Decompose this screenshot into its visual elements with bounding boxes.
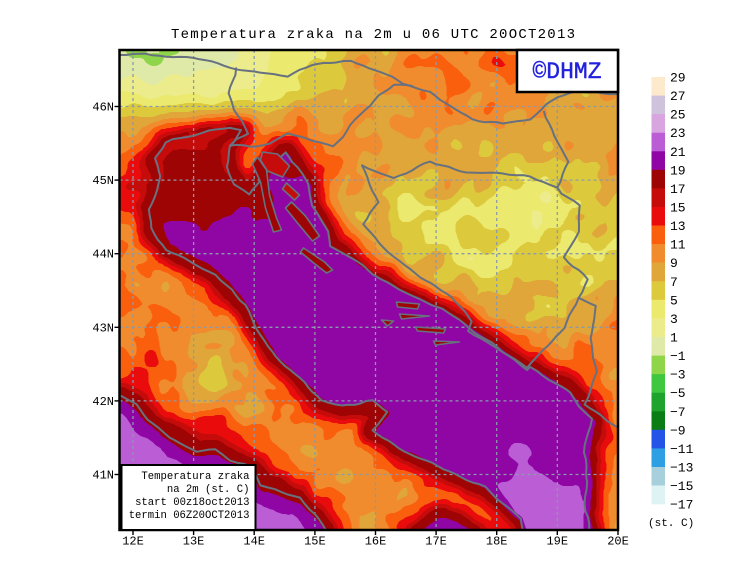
svg-text:−1: −1 xyxy=(670,349,686,364)
svg-text:−17: −17 xyxy=(670,498,693,513)
svg-text:45N: 45N xyxy=(92,174,114,188)
svg-text:13E: 13E xyxy=(183,535,205,549)
svg-text:21: 21 xyxy=(670,145,686,160)
svg-text:25: 25 xyxy=(670,108,686,123)
svg-text:Temperatura zraka: Temperatura zraka xyxy=(141,471,249,483)
svg-text:©DHMZ: ©DHMZ xyxy=(532,59,601,85)
svg-text:23: 23 xyxy=(670,126,686,141)
svg-text:13: 13 xyxy=(670,219,686,234)
svg-text:12E: 12E xyxy=(122,535,144,549)
svg-text:5: 5 xyxy=(670,293,678,308)
svg-text:Temperatura zraka na 2m u 06 U: Temperatura zraka na 2m u 06 UTC 20OCT20… xyxy=(171,27,575,43)
svg-text:18E: 18E xyxy=(486,535,508,549)
svg-text:−5: −5 xyxy=(670,386,686,401)
svg-text:termin 06Z20OCT2013: termin 06Z20OCT2013 xyxy=(129,510,250,522)
svg-text:19E: 19E xyxy=(546,535,568,549)
svg-text:20E: 20E xyxy=(607,535,629,549)
svg-text:start 00z18oct2013: start 00z18oct2013 xyxy=(135,497,249,509)
svg-text:−13: −13 xyxy=(670,461,693,476)
svg-text:27: 27 xyxy=(670,89,686,104)
svg-text:16E: 16E xyxy=(365,535,387,549)
svg-text:14E: 14E xyxy=(243,535,265,549)
svg-text:44N: 44N xyxy=(92,248,114,262)
svg-text:42N: 42N xyxy=(92,395,114,409)
svg-text:17: 17 xyxy=(670,182,686,197)
svg-text:46N: 46N xyxy=(92,101,114,115)
svg-text:11: 11 xyxy=(670,238,686,253)
svg-text:1: 1 xyxy=(670,331,678,346)
svg-text:−11: −11 xyxy=(670,442,694,457)
svg-text:19: 19 xyxy=(670,163,686,178)
svg-text:na 2m (st. C): na 2m (st. C) xyxy=(167,484,250,496)
svg-text:15: 15 xyxy=(670,201,686,216)
svg-text:−15: −15 xyxy=(670,479,693,494)
svg-text:(st. C): (st. C) xyxy=(648,518,694,530)
svg-text:9: 9 xyxy=(670,256,678,271)
svg-text:−9: −9 xyxy=(670,423,686,438)
svg-text:3: 3 xyxy=(670,312,678,327)
svg-text:−7: −7 xyxy=(670,405,686,420)
svg-text:15E: 15E xyxy=(304,535,326,549)
svg-text:43N: 43N xyxy=(92,321,114,335)
svg-text:17E: 17E xyxy=(425,535,447,549)
svg-text:41N: 41N xyxy=(92,469,114,483)
svg-text:29: 29 xyxy=(670,71,686,86)
svg-text:−3: −3 xyxy=(670,368,686,383)
svg-text:7: 7 xyxy=(670,275,678,290)
